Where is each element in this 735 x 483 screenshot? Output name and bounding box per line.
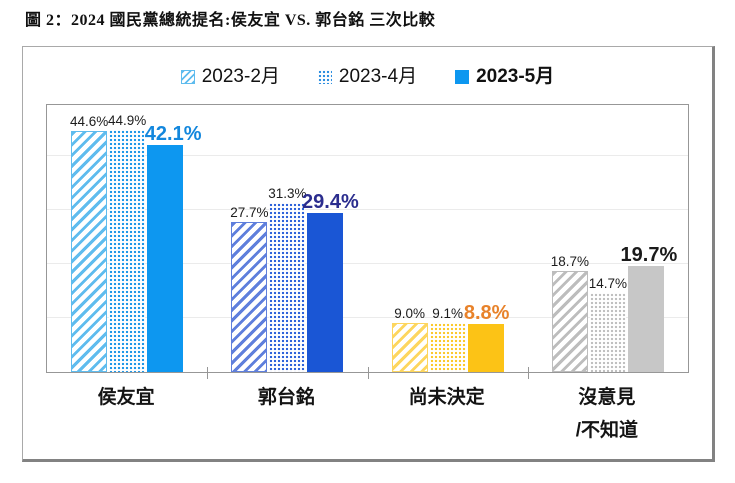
value-label-s1-c2: 9.1% bbox=[432, 305, 464, 321]
legend-label-1: 2023-4月 bbox=[338, 66, 418, 87]
category-label-1: 郭台銘 bbox=[257, 387, 315, 408]
gridline-30 bbox=[47, 209, 688, 210]
figure-title: 圖 2：2024 國民黨總統提名:侯友宜 VS. 郭台銘 三次比較 bbox=[25, 12, 436, 29]
bar-s0-c0 bbox=[71, 131, 108, 372]
value-label-s2-c3: 19.7% bbox=[620, 243, 678, 266]
value-label-s2-c2: 8.8% bbox=[463, 302, 510, 325]
plot-area: 44.6% 44.9% 42.1% 27.7% 31.3% 29.4% 9.0% 9.1% 8.… bbox=[46, 104, 689, 379]
value-label-s0-c1: 27.7% bbox=[230, 205, 269, 221]
bar-s2-c0 bbox=[147, 144, 184, 372]
chart-legend: 2023-2月 2023-4月 2023-5月 bbox=[23, 63, 712, 91]
legend-swatch-hatch-icon bbox=[180, 70, 195, 84]
value-label-s0-c3: 18.7% bbox=[550, 254, 590, 270]
category-label-2: 尚未決定 bbox=[408, 387, 485, 408]
axis-tick-2 bbox=[368, 367, 369, 379]
category-label-0: 侯友宜 bbox=[97, 387, 155, 408]
value-label-s2-c1: 29.4% bbox=[302, 191, 359, 214]
value-label-s0-c0: 44.6% bbox=[69, 114, 109, 130]
axis-tick-3 bbox=[528, 367, 529, 379]
value-label-s1-c0: 44.9% bbox=[107, 112, 147, 128]
bar-s0-c1 bbox=[231, 222, 268, 372]
legend-label-2: 2023-5月 bbox=[476, 66, 555, 87]
legend-swatch-dots-icon bbox=[317, 70, 332, 84]
bar-s1-c3 bbox=[589, 292, 626, 372]
gridline-40 bbox=[47, 155, 688, 156]
bar-s1-c2 bbox=[429, 322, 466, 372]
value-label-s1-c3: 14.7% bbox=[588, 275, 628, 291]
category-label-3-line2: /不知道 bbox=[575, 420, 639, 441]
gridline-10 bbox=[47, 317, 688, 318]
legend-item-2: 2023-5月 bbox=[455, 63, 554, 91]
bar-s0-c2 bbox=[391, 323, 428, 372]
category-label-3: 沒意見/不知道 bbox=[522, 385, 692, 443]
bar-s1-c1 bbox=[269, 202, 306, 372]
chart-outer-box: 2023-2月 2023-4月 2023-5月 44.6% 44.9% 42.1% 27.… bbox=[22, 46, 715, 462]
gridline-20 bbox=[47, 263, 688, 264]
value-label-s0-c2: 9.0% bbox=[394, 306, 426, 322]
value-label-s2-c0: 42.1% bbox=[144, 122, 202, 145]
bar-s1-c0 bbox=[109, 129, 146, 372]
legend-swatch-solid-icon bbox=[455, 70, 470, 84]
legend-label-0: 2023-2月 bbox=[201, 66, 280, 87]
legend-item-1: 2023-4月 bbox=[317, 63, 418, 91]
bar-s2-c3 bbox=[627, 265, 664, 372]
bar-s2-c2 bbox=[467, 324, 504, 372]
value-label-s1-c1: 31.3% bbox=[268, 185, 307, 201]
axis-tick-1 bbox=[207, 367, 208, 379]
bar-s0-c3 bbox=[551, 271, 588, 372]
bar-s2-c1 bbox=[307, 213, 344, 372]
legend-item-0: 2023-2月 bbox=[180, 63, 280, 91]
